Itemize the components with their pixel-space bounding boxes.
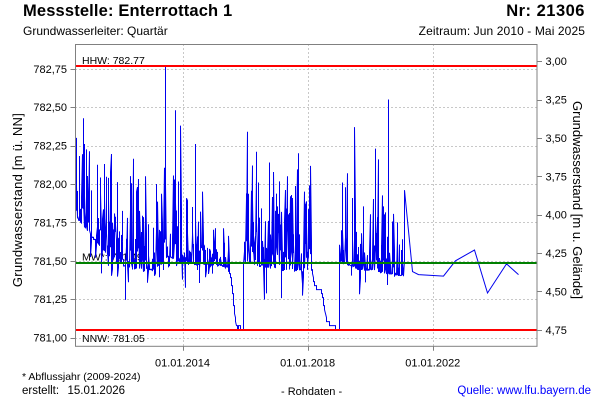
y-right-tick-label: 4,50 (546, 286, 567, 298)
y-right-tick-label: 4,75 (546, 325, 567, 337)
y-left-axis-title: Grundwasserstand [m ü. NN] (10, 113, 25, 287)
hhw-label: HHW: 782.77 (82, 55, 145, 67)
plot-frame (75, 44, 538, 347)
source-link[interactable]: Quelle: www.lfu.bayern.de (457, 385, 591, 397)
y-left-tick-label: 781,50 (33, 256, 67, 268)
y-left-tick-label: 782,25 (33, 141, 67, 153)
y-left-tick-label: 782,00 (33, 179, 67, 191)
x-tick-label: 01.01.2018 (280, 357, 335, 369)
y-left-tick-label: 781,75 (33, 217, 67, 229)
x-tick-label: 01.01.2022 (405, 357, 460, 369)
y-left-tick-label: 782,75 (33, 64, 67, 76)
y-right-axis-title: Grundwasserstand [m u. Gelände] (570, 101, 585, 299)
y-right-tick-label: 4,25 (546, 248, 567, 260)
y-left-tick-label: 781,00 (33, 333, 67, 345)
groundwater-series-line (75, 65, 519, 331)
y-right-tick-label: 3,00 (546, 56, 567, 68)
y-right-tick-label: 3,25 (546, 95, 567, 107)
x-tick-label: 01.01.2014 (155, 357, 210, 369)
period-label: Zeitraum: Jun 2010 - Mai 2025 (418, 24, 585, 38)
y-left-tick-label: 781,25 (33, 294, 67, 306)
y-right-tick-label: 3,50 (546, 133, 567, 145)
y-left-tick-label: 782,50 (33, 102, 67, 114)
station-number: Nr: 21306 (506, 2, 585, 20)
y-right-tick-label: 4,00 (546, 210, 567, 222)
nnw-label: NNW: 781.05 (82, 333, 145, 345)
data-type-label: - Rohdaten - (281, 386, 343, 398)
y-right-tick-label: 3,75 (546, 171, 567, 183)
aquifer-label: Grundwasserleiter: Quartär (23, 24, 168, 38)
page-title: Messstelle: Enterrottach 1 (23, 2, 233, 20)
footnote-abflussjahr: * Abflussjahr (2009-2024) (22, 371, 141, 383)
created-date: erstellt: 15.01.2026 (22, 385, 126, 397)
